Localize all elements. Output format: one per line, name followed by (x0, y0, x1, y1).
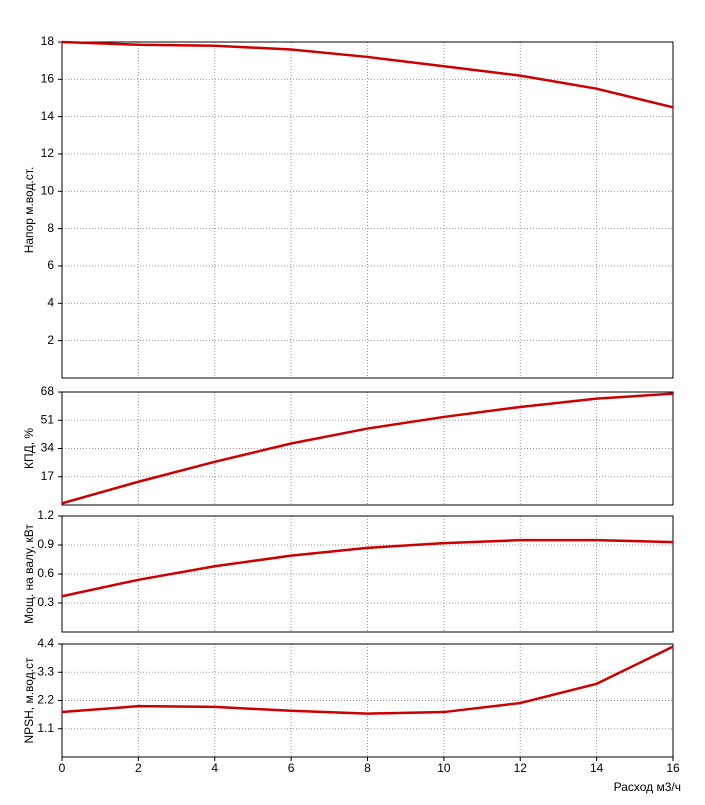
y-tick-label: 0.3 (37, 595, 54, 609)
y-tick-label: 2.2 (37, 693, 54, 707)
x-tick-label: 2 (135, 761, 142, 775)
y-tick-label: 0.9 (37, 537, 54, 551)
curve (61, 538, 674, 598)
y-tick-label: 34 (41, 441, 55, 455)
y-tick-label: 0.6 (37, 566, 54, 580)
x-tick-label: 16 (666, 761, 680, 775)
x-tick-label: 12 (514, 761, 528, 775)
x-tick-label: 0 (59, 761, 66, 775)
x-axis-label: Расход м3/ч (614, 780, 681, 794)
y-tick-label: 8 (47, 221, 54, 235)
curve (61, 645, 674, 715)
y-tick-label: 68 (41, 384, 55, 398)
y-tick-label: 2 (47, 333, 54, 347)
y-tick-label: 3.3 (37, 664, 54, 678)
x-tick-label: 6 (288, 761, 295, 775)
plot-frame (61, 515, 674, 633)
x-tick-label: 14 (590, 761, 604, 775)
plot-frame (61, 391, 674, 506)
y-axis-label: Мощ. на валу, кВт (22, 524, 36, 624)
y-tick-label: 17 (41, 469, 55, 483)
y-tick-label: 51 (41, 412, 55, 426)
y-axis-label: Напор м.вод.ст. (22, 167, 36, 254)
y-axis-label: КПД, % (22, 428, 36, 469)
y-axis-label: NPSH, м.вод.ст (22, 657, 36, 744)
curve (61, 392, 674, 505)
x-tick-label: 8 (364, 761, 371, 775)
y-tick-label: 6 (47, 258, 54, 272)
curve (61, 40, 674, 109)
y-tick-label: 1.2 (37, 508, 54, 522)
plot-frame (61, 41, 674, 379)
y-tick-label: 10 (41, 184, 55, 198)
y-tick-label: 14 (41, 109, 55, 123)
y-tick-label: 1.1 (37, 721, 54, 735)
y-tick-label: 12 (41, 146, 55, 160)
y-tick-label: 18 (41, 34, 55, 48)
x-tick-label: 4 (211, 761, 218, 775)
x-tick-label: 10 (437, 761, 451, 775)
y-tick-label: 4.4 (37, 636, 54, 650)
y-tick-label: 4 (47, 296, 54, 310)
y-tick-label: 16 (41, 72, 55, 86)
